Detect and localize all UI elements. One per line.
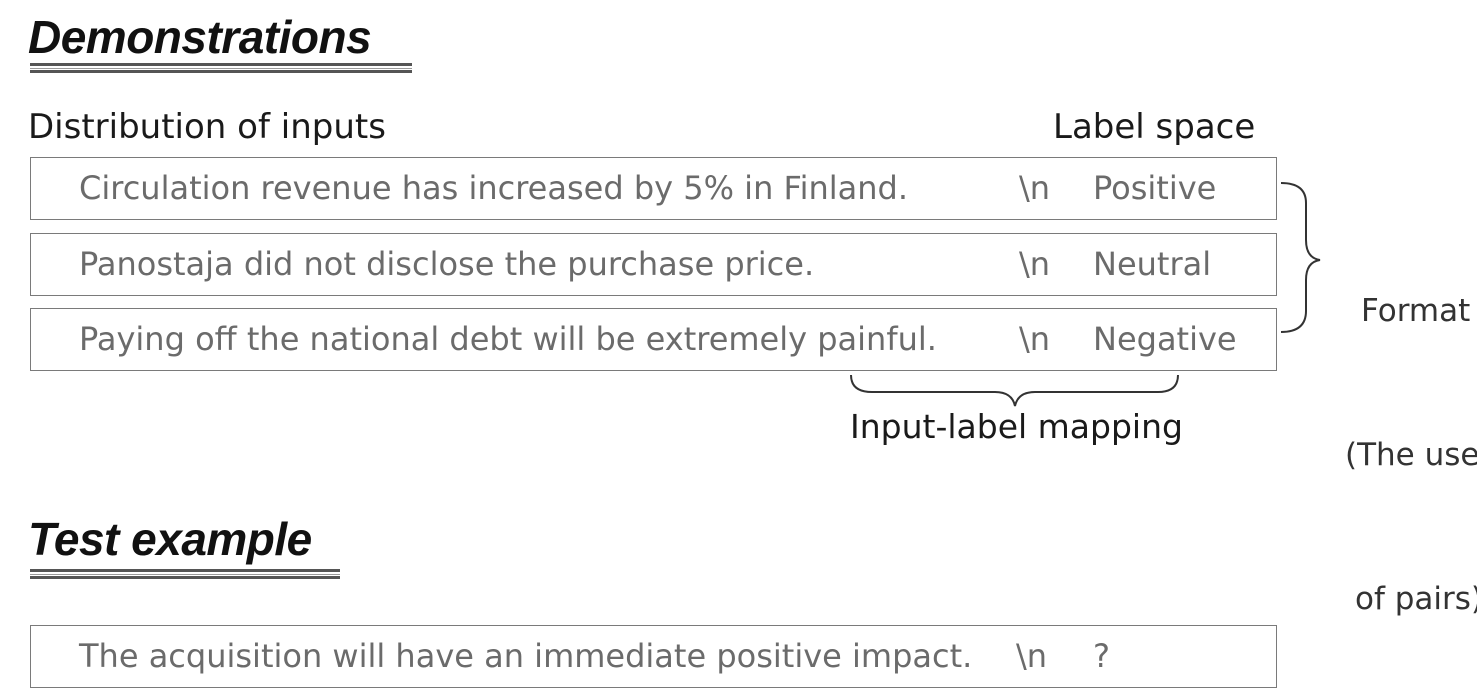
demonstrations-underline (30, 63, 412, 73)
format-line: Format (1361, 293, 1471, 329)
demonstration-input: Paying off the national debt will be ext… (79, 320, 937, 358)
newline-separator: \n (1016, 637, 1048, 675)
demonstration-row: Panostaja did not disclose the purchase … (30, 233, 1277, 296)
newline-separator: \n (1019, 320, 1051, 358)
mapping-brace (850, 374, 1179, 407)
demonstration-row: Circulation revenue has increased by 5% … (30, 157, 1277, 220)
test-row: The acquisition will have an immediate p… (30, 625, 1277, 688)
test-example-heading: Test example (28, 513, 312, 565)
demonstration-label: Neutral (1093, 245, 1212, 283)
label-space-label: Label space (1053, 107, 1256, 147)
demonstration-row: Paying off the national debt will be ext… (30, 308, 1277, 371)
demonstration-label: Positive (1093, 169, 1217, 207)
test-input: The acquisition will have an immediate p… (79, 637, 973, 675)
format-annotation: Format (The use of pairs) (1345, 191, 1477, 671)
demonstrations-heading: Demonstrations (28, 11, 372, 63)
format-line: of pairs) (1355, 581, 1477, 617)
demonstration-input: Panostaja did not disclose the purchase … (79, 245, 815, 283)
test-label: ? (1093, 637, 1110, 675)
format-brace (1280, 182, 1321, 333)
format-line: (The use (1345, 437, 1477, 473)
test-example-underline (30, 569, 340, 579)
demonstration-label: Negative (1093, 320, 1237, 358)
input-label-mapping-label: Input-label mapping (850, 407, 1183, 446)
newline-separator: \n (1019, 169, 1051, 207)
demonstration-input: Circulation revenue has increased by 5% … (79, 169, 909, 207)
newline-separator: \n (1019, 245, 1051, 283)
distribution-of-inputs-label: Distribution of inputs (28, 107, 386, 147)
